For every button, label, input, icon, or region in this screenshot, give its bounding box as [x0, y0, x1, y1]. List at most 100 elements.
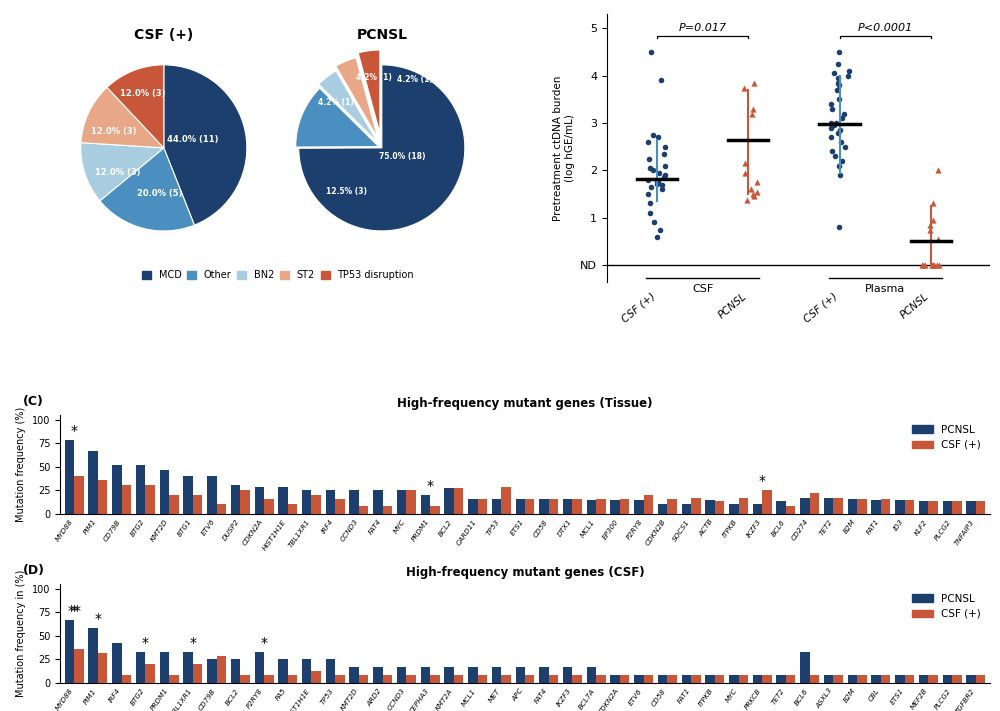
Point: [915, 260, 931, 271]
Point: [652, 224, 668, 235]
Text: 12.0% (3): 12.0% (3): [91, 127, 137, 136]
Bar: [691, 675, 701, 683]
Bar: [217, 656, 226, 683]
Bar: [501, 675, 511, 683]
Bar: [468, 667, 478, 683]
Bar: [776, 675, 786, 683]
Point: [654, 179, 670, 191]
Bar: [383, 506, 392, 513]
Bar: [857, 499, 867, 513]
Bar: [160, 471, 169, 513]
Bar: [715, 675, 724, 683]
Bar: [359, 506, 368, 513]
Bar: [311, 671, 321, 683]
Bar: [311, 495, 321, 513]
Bar: [563, 667, 572, 683]
Bar: [596, 499, 606, 513]
Bar: [349, 667, 359, 683]
Point: [657, 160, 673, 171]
Bar: [65, 620, 74, 683]
Point: [746, 77, 762, 88]
Point: [640, 188, 656, 200]
Wedge shape: [100, 148, 194, 231]
Bar: [895, 675, 905, 683]
Wedge shape: [107, 65, 164, 148]
Bar: [976, 501, 985, 513]
Bar: [136, 465, 145, 513]
Bar: [762, 675, 772, 683]
Text: *: *: [142, 636, 149, 650]
Point: [823, 117, 839, 129]
Bar: [231, 659, 240, 683]
Point: [831, 94, 847, 105]
Bar: [715, 501, 724, 513]
Bar: [729, 675, 739, 683]
Bar: [919, 501, 928, 513]
Point: [925, 214, 941, 225]
Bar: [492, 667, 501, 683]
Text: *: *: [94, 612, 101, 626]
Point: [649, 178, 665, 189]
Point: [649, 231, 665, 242]
Bar: [207, 476, 217, 513]
Text: P<0.0001: P<0.0001: [857, 23, 913, 33]
Point: [642, 162, 658, 173]
Text: *: *: [71, 604, 78, 618]
Title: PCNSL: PCNSL: [356, 28, 407, 41]
Bar: [539, 499, 549, 513]
Bar: [278, 487, 288, 513]
Bar: [74, 476, 84, 513]
Bar: [98, 653, 107, 683]
Bar: [966, 675, 976, 683]
Bar: [871, 675, 881, 683]
Point: [739, 194, 755, 205]
Bar: [800, 498, 810, 513]
Bar: [587, 667, 596, 683]
Text: CSF: CSF: [692, 284, 713, 294]
Point: [641, 153, 657, 164]
Point: [832, 169, 848, 181]
Y-axis label: Pretreatment ctDNA burden
(log hGE/mL): Pretreatment ctDNA burden (log hGE/mL): [553, 75, 575, 220]
Text: 75.0% (18): 75.0% (18): [379, 151, 426, 161]
Bar: [919, 675, 928, 683]
Point: [836, 108, 852, 119]
Bar: [525, 675, 534, 683]
Point: [646, 217, 662, 228]
Bar: [326, 490, 335, 513]
Title: CSF (+): CSF (+): [134, 28, 193, 41]
Bar: [183, 652, 193, 683]
Wedge shape: [81, 143, 164, 201]
Title: High-frequency mutant genes (CSF): High-frequency mutant genes (CSF): [406, 566, 644, 579]
Point: [642, 208, 658, 219]
Point: [840, 70, 856, 82]
Bar: [753, 675, 762, 683]
Bar: [217, 504, 226, 513]
Bar: [169, 495, 179, 513]
Text: P=0.017: P=0.017: [679, 23, 727, 33]
Bar: [952, 501, 962, 513]
Bar: [776, 501, 786, 513]
Point: [832, 124, 848, 136]
Point: [736, 82, 752, 93]
Point: [930, 165, 946, 176]
Bar: [525, 499, 534, 513]
Title: High-frequency mutant genes (Tissue): High-frequency mutant genes (Tissue): [397, 397, 653, 410]
Bar: [122, 486, 131, 513]
Point: [831, 221, 847, 232]
Bar: [928, 675, 938, 683]
Bar: [905, 675, 914, 683]
Bar: [454, 675, 463, 683]
Bar: [667, 498, 677, 513]
Bar: [169, 675, 179, 683]
Bar: [739, 498, 748, 513]
Bar: [326, 659, 335, 683]
Bar: [88, 451, 98, 513]
Point: [830, 58, 846, 70]
Bar: [302, 659, 311, 683]
Bar: [857, 675, 867, 683]
Wedge shape: [296, 88, 379, 147]
Point: [656, 172, 672, 183]
Bar: [563, 499, 572, 513]
Bar: [136, 652, 145, 683]
Bar: [682, 504, 691, 513]
